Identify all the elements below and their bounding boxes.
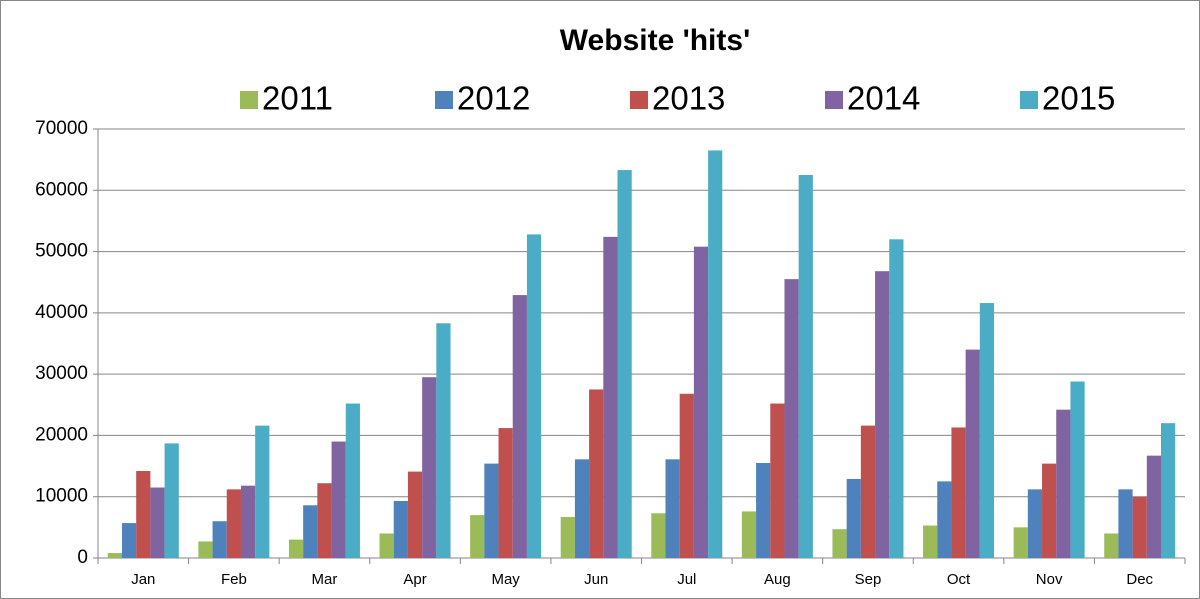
y-tick-label: 10000 [35,486,88,507]
bar [574,459,590,558]
bar [770,403,785,558]
bar [846,478,861,558]
bar [560,516,575,558]
y-tick-label: 30000 [35,363,88,384]
y-tick-label: 40000 [35,302,88,323]
x-tick-label: Mar [312,571,338,588]
bar [484,463,499,558]
bar [1042,463,1057,558]
y-tick-label: 70000 [35,118,88,139]
x-tick-label: Feb [221,571,247,588]
y-tick-label: 50000 [35,241,88,262]
bar [150,487,165,558]
x-tick-label: Jul [677,571,696,588]
chart-title: Website 'hits' [560,24,750,57]
bar [1161,423,1176,558]
x-tick-label: Aug [764,571,791,588]
bar [164,443,179,558]
bar [345,403,360,558]
x-tick-label: Nov [1036,571,1063,588]
bar [708,150,723,558]
legend-label: 2014 [847,80,920,117]
bar [1013,527,1028,558]
bar [317,483,332,558]
legend-label: 2012 [457,80,530,117]
bar [923,525,938,558]
bar [470,515,485,558]
legend-swatch [435,91,453,109]
bar [741,511,757,558]
x-tick-label: Dec [1126,571,1153,588]
legend-swatch [240,91,258,109]
bar [617,170,632,558]
y-tick-label: 20000 [35,424,88,445]
bar [288,539,304,558]
bar [379,533,394,558]
legend-label: 2013 [652,80,725,117]
bar [255,425,270,558]
legend-label: 2011 [262,80,333,117]
x-tick-label: Jun [584,571,608,588]
bar [107,553,122,558]
x-tick-label: Oct [947,571,971,588]
bar [498,428,513,558]
bar [832,529,847,558]
bar [979,303,995,558]
legend-swatch [1020,91,1038,109]
bar [860,425,876,558]
bar [693,246,709,558]
bar [436,323,451,558]
bar [889,239,904,559]
bar [198,541,213,558]
legend-swatch [825,91,843,109]
bar [1132,496,1147,558]
bar [756,463,771,558]
bar [1070,381,1085,558]
bar [393,501,408,558]
bar [1027,489,1043,558]
bar [422,377,437,558]
bar [951,427,966,558]
bar [665,459,680,558]
bar [603,236,618,558]
legend-swatch [630,91,648,109]
bar [589,389,604,558]
bar [1146,455,1162,558]
bar [1104,533,1119,558]
bar [512,295,527,558]
bar [875,271,890,558]
bar [331,441,346,558]
bar [1118,489,1133,558]
y-tick-label: 60000 [35,179,88,200]
bar [407,471,423,558]
legend-label: 2015 [1042,80,1115,117]
x-tick-label: May [491,571,520,588]
bar [526,234,542,558]
bar [679,393,694,558]
bar [965,349,980,558]
bar [226,489,241,558]
x-tick-label: Jan [131,571,155,588]
x-tick-label: Apr [403,571,426,588]
bar [212,521,227,558]
x-tick-label: Sep [855,571,882,588]
bar [798,174,813,558]
bar [303,505,318,558]
bar [937,481,952,558]
y-tick-label: 0 [77,547,88,568]
bar [784,279,799,558]
bar [651,513,666,558]
bar [136,470,151,558]
bar [121,523,137,558]
bar [1056,409,1071,558]
bar [240,485,256,558]
